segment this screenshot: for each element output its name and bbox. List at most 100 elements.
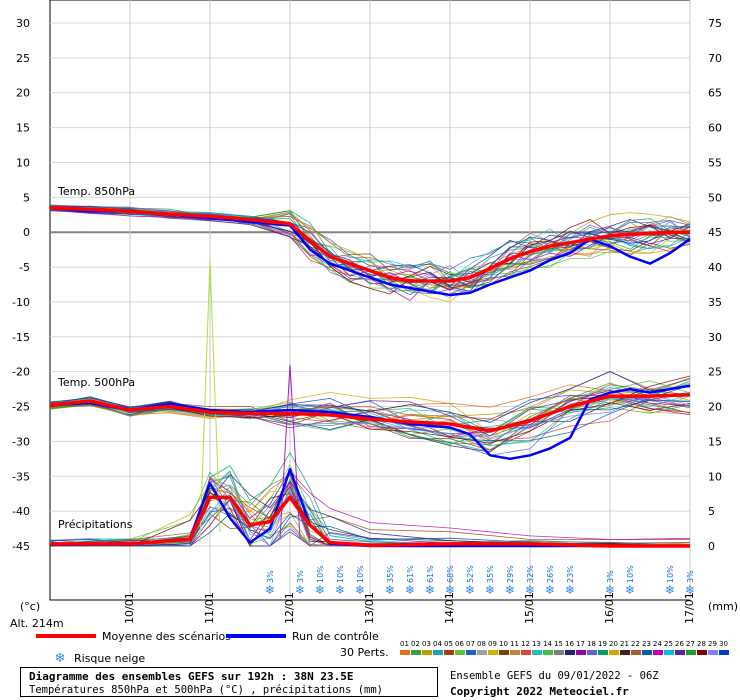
pert-swatch bbox=[488, 650, 498, 655]
pert-swatch bbox=[510, 650, 520, 655]
snowflake-icon: ❄ bbox=[505, 583, 515, 597]
pert-swatch bbox=[477, 650, 487, 655]
info-box: Diagramme des ensembles GEFS sur 192h : … bbox=[20, 667, 438, 697]
right-tick-label: 0 bbox=[708, 540, 715, 553]
right-tick-label: 70 bbox=[708, 52, 722, 65]
snowflake-icon: ❄ bbox=[465, 583, 475, 597]
pert-label: 06 bbox=[455, 640, 464, 648]
pert-label: 12 bbox=[521, 640, 530, 648]
right-unit: (mm) bbox=[708, 600, 738, 613]
t850-member-line bbox=[49, 208, 691, 285]
pert-swatch bbox=[631, 650, 641, 655]
right-tick-label: 15 bbox=[708, 435, 722, 448]
pert-label: 29 bbox=[708, 640, 717, 648]
pert-swatch bbox=[422, 650, 432, 655]
snowflake-icon: ❄ bbox=[385, 583, 395, 597]
pert-label: 15 bbox=[554, 640, 563, 648]
pert-swatch bbox=[675, 650, 685, 655]
pert-swatch bbox=[532, 650, 542, 655]
snow-risk-pct: 10% bbox=[316, 565, 325, 583]
snowflake-icon: ❄ bbox=[335, 583, 345, 597]
snow-risk-pct: 10% bbox=[666, 565, 675, 583]
pert-swatch bbox=[543, 650, 553, 655]
ensemble-chart: 302520151050-5-10-15-20-25-30-35-40-4575… bbox=[10, 0, 738, 666]
x-tick-label: 17/01 bbox=[683, 592, 696, 624]
pert-swatch bbox=[719, 650, 729, 655]
snow-risk-pct: 3% bbox=[296, 570, 305, 583]
pert-label: 28 bbox=[697, 640, 706, 648]
pert-label: 05 bbox=[444, 640, 453, 648]
snowflake-icon: ❄ bbox=[545, 583, 555, 597]
x-tick-label: 13/01 bbox=[363, 592, 376, 624]
snowflake-icon: ❄ bbox=[525, 583, 535, 597]
snowflake-icon: ❄ bbox=[625, 583, 635, 597]
snowflake-icon: ❄ bbox=[565, 583, 575, 597]
snowflake-icon: ❄ bbox=[55, 651, 66, 666]
pert-swatch bbox=[708, 650, 718, 655]
left-tick-label: -20 bbox=[12, 366, 30, 379]
pert-label: 30 bbox=[719, 640, 728, 648]
pert-swatch bbox=[576, 650, 586, 655]
right-tick-label: 20 bbox=[708, 401, 722, 414]
snow-risk-pct: 26% bbox=[546, 565, 555, 583]
pert-swatch bbox=[620, 650, 630, 655]
pert-swatch bbox=[686, 650, 696, 655]
t850-label: Temp. 850hPa bbox=[57, 185, 135, 198]
precip-mean-line bbox=[50, 495, 690, 548]
snow-risk-pct: 32% bbox=[526, 565, 535, 583]
diagram-title: Diagramme des ensembles GEFS sur 192h : … bbox=[29, 670, 354, 683]
pert-swatch bbox=[499, 650, 509, 655]
pert-label: 21 bbox=[620, 640, 629, 648]
snowflake-icon: ❄ bbox=[445, 583, 455, 597]
snow-risk-pct: 10% bbox=[626, 565, 635, 583]
legend-snow-label: Risque neige bbox=[74, 652, 145, 665]
right-tick-label: 35 bbox=[708, 296, 722, 309]
pert-label: 13 bbox=[532, 640, 541, 648]
left-tick-label: -40 bbox=[12, 505, 30, 518]
pert-label: 08 bbox=[477, 640, 486, 648]
snowflake-icon: ❄ bbox=[605, 583, 615, 597]
pert-label: 16 bbox=[565, 640, 574, 648]
right-tick-label: 10 bbox=[708, 470, 722, 483]
snowflake-icon: ❄ bbox=[355, 583, 365, 597]
pert-label: 03 bbox=[422, 640, 431, 648]
x-tick-label: 14/01 bbox=[443, 592, 456, 624]
precip-member-line bbox=[49, 512, 690, 547]
left-tick-label: -25 bbox=[12, 401, 30, 414]
altitude-label: Alt. 214m bbox=[10, 617, 64, 630]
left-tick-label: 10 bbox=[16, 156, 30, 169]
precip-label: Précipitations bbox=[58, 518, 133, 531]
t500-mean-line bbox=[49, 392, 691, 433]
x-tick-label: 16/01 bbox=[603, 592, 616, 624]
snow-risk-pct: 35% bbox=[486, 565, 495, 583]
left-tick-label: -10 bbox=[12, 296, 30, 309]
snow-risk-pct: 29% bbox=[506, 565, 515, 583]
snowflake-icon: ❄ bbox=[295, 583, 305, 597]
pert-swatch bbox=[587, 650, 597, 655]
left-tick-label: 25 bbox=[16, 52, 30, 65]
pert-swatch bbox=[444, 650, 454, 655]
pert-label: 07 bbox=[466, 640, 475, 648]
snowflake-icon: ❄ bbox=[265, 583, 275, 597]
left-tick-label: 5 bbox=[23, 191, 30, 204]
pert-label: 17 bbox=[576, 640, 585, 648]
right-tick-label: 25 bbox=[708, 366, 722, 379]
pert-swatch bbox=[400, 650, 410, 655]
snow-risk-pct: 61% bbox=[406, 565, 415, 583]
snow-risk-pct: 61% bbox=[426, 565, 435, 583]
right-tick-label: 55 bbox=[708, 156, 722, 169]
snowflake-icon: ❄ bbox=[315, 583, 325, 597]
pert-label: 20 bbox=[609, 640, 618, 648]
t850-mean-line bbox=[49, 206, 690, 283]
left-tick-label: 20 bbox=[16, 87, 30, 100]
pert-label: 19 bbox=[598, 640, 607, 648]
snow-risk-pct: 68% bbox=[446, 565, 455, 583]
left-tick-label: -5 bbox=[19, 261, 30, 274]
left-tick-label: -30 bbox=[12, 435, 30, 448]
pert-swatch bbox=[554, 650, 564, 655]
snow-risk-pct: 35% bbox=[386, 565, 395, 583]
snow-risk-pct: 3% bbox=[686, 570, 695, 583]
left-unit: (°c) bbox=[20, 600, 40, 613]
right-tick-label: 50 bbox=[708, 191, 722, 204]
pert-label: 01 bbox=[400, 640, 409, 648]
